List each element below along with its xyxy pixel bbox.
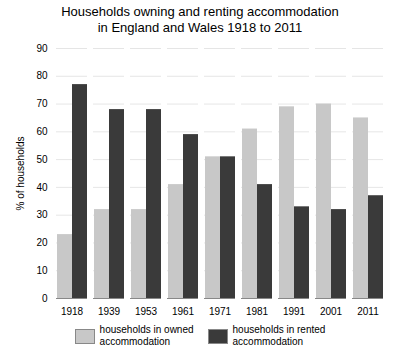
svg-text:10: 10 <box>36 265 48 276</box>
svg-text:70: 70 <box>36 98 48 109</box>
svg-text:1971: 1971 <box>209 306 232 317</box>
svg-text:40: 40 <box>36 182 48 193</box>
svg-text:50: 50 <box>36 154 48 165</box>
svg-text:1939: 1939 <box>98 306 121 317</box>
svg-text:2011: 2011 <box>357 306 379 317</box>
svg-text:% of households: % of households <box>15 137 26 211</box>
html-text:households in owned accommodat: households in owned accommodation <box>99 324 194 347</box>
html-text:Households owning and renting: Households owning and renting accommodat… <box>61 4 339 35</box>
svg-text:1961: 1961 <box>172 306 195 317</box>
svg-text:20: 20 <box>36 237 48 248</box>
svg-text:30: 30 <box>36 209 48 220</box>
svg-text:1953: 1953 <box>135 306 158 317</box>
svg-text:80: 80 <box>36 70 48 81</box>
svg-text:1918: 1918 <box>61 306 84 317</box>
svg-text:0: 0 <box>42 293 48 304</box>
svg-text:60: 60 <box>36 126 48 137</box>
svg-text:1991: 1991 <box>283 306 306 317</box>
svg-text:2001: 2001 <box>320 306 343 317</box>
html-text:households in rented accommoda: households in rented accommodation <box>232 324 326 347</box>
svg-text:90: 90 <box>36 43 48 54</box>
svg-text:1981: 1981 <box>246 306 269 317</box>
